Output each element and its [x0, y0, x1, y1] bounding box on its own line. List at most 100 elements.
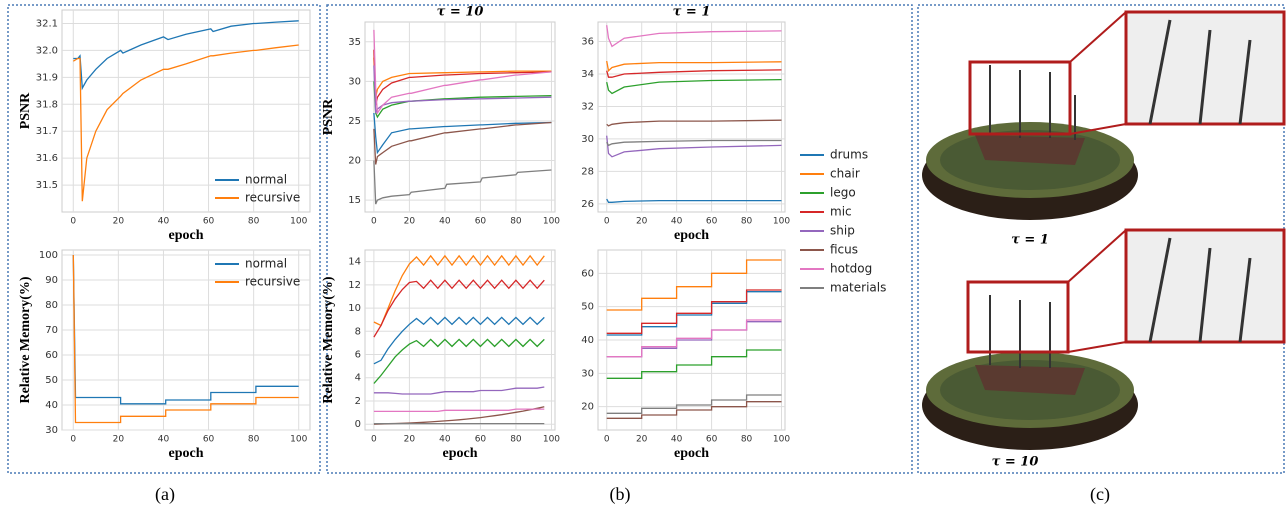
- x-tick-label: 80: [248, 217, 260, 227]
- y-tick-label: 60: [45, 350, 58, 361]
- y-tick-label: 31.7: [36, 126, 58, 137]
- series-line: [606, 289, 782, 334]
- legend-label: normal: [245, 257, 287, 271]
- y-tick-label: 90: [45, 275, 58, 286]
- legend-label: mic: [830, 205, 852, 219]
- series-line: [73, 20, 299, 91]
- series-line: [373, 386, 545, 395]
- y-tick-label: 15: [348, 195, 361, 206]
- chart-title: τ = 10: [437, 5, 484, 20]
- y-tick-label: 20: [348, 156, 361, 167]
- legend-label: materials: [830, 281, 886, 295]
- x-axis-label: epoch: [674, 228, 709, 243]
- y-tick-label: 31.8: [36, 99, 58, 110]
- legend-label: chair: [830, 167, 860, 181]
- y-tick-label: 31.6: [36, 153, 58, 164]
- x-tick-label: 80: [741, 435, 753, 445]
- panel-label: (b): [610, 484, 631, 505]
- legend-label: hotdog: [830, 262, 872, 276]
- y-tick-label: 50: [45, 375, 58, 386]
- y-tick-label: 8: [355, 326, 361, 337]
- image-caption: τ = 10: [992, 455, 1039, 470]
- plot-area: [364, 21, 556, 213]
- series-line: [72, 44, 299, 202]
- series-line: [606, 139, 782, 147]
- series-line: [373, 254, 545, 327]
- legend-label: recursive: [245, 275, 300, 289]
- x-tick-label: 60: [475, 435, 487, 445]
- x-tick-label: 100: [290, 435, 307, 445]
- panel-box: [7, 4, 321, 474]
- x-tick-label: 20: [113, 435, 125, 445]
- series-line: [373, 279, 545, 338]
- series-line: [606, 349, 782, 379]
- x-tick-label: 100: [773, 217, 790, 227]
- y-tick-label: 14: [348, 257, 361, 268]
- legend-label: ficus: [830, 243, 858, 257]
- y-tick-label: 20: [581, 402, 594, 413]
- series-line: [72, 254, 299, 405]
- x-tick-label: 100: [290, 217, 307, 227]
- series-line: [373, 160, 552, 205]
- y-tick-label: 30: [581, 368, 594, 379]
- series-line: [606, 401, 782, 419]
- series-line: [373, 408, 545, 413]
- y-tick-label: 28: [581, 166, 594, 177]
- x-tick-label: 0: [604, 435, 610, 445]
- x-tick-label: 0: [371, 217, 377, 227]
- x-tick-label: 80: [248, 435, 260, 445]
- x-axis-label: epoch: [169, 446, 204, 461]
- legend-label: ship: [830, 224, 855, 238]
- x-tick-label: 100: [773, 435, 790, 445]
- x-tick-label: 0: [70, 217, 76, 227]
- series-line: [373, 316, 545, 365]
- y-tick-label: 10: [348, 303, 361, 314]
- series-line: [606, 60, 782, 72]
- x-tick-label: 0: [371, 435, 377, 445]
- x-tick-label: 0: [604, 217, 610, 227]
- series-line: [72, 254, 299, 424]
- x-axis-label: epoch: [674, 446, 709, 461]
- series-line: [373, 112, 552, 155]
- y-tick-label: 31.9: [36, 72, 58, 83]
- series-line: [373, 29, 552, 115]
- ship-render: [922, 10, 1286, 220]
- x-tick-label: 80: [510, 435, 522, 445]
- legend-label: normal: [245, 173, 287, 187]
- y-tick-label: 25: [348, 116, 361, 127]
- series-line: [373, 65, 552, 114]
- series-line: [606, 119, 782, 127]
- x-tick-label: 0: [70, 435, 76, 445]
- x-tick-label: 60: [475, 217, 487, 227]
- x-tick-label: 40: [439, 217, 451, 227]
- y-tick-label: 35: [348, 37, 361, 48]
- ship-render: [922, 228, 1286, 450]
- chart-title: τ = 1: [673, 5, 711, 20]
- y-tick-label: 36: [581, 36, 594, 47]
- x-tick-label: 40: [439, 435, 451, 445]
- series-line: [606, 25, 782, 48]
- series-line: [606, 394, 782, 414]
- series-line: [373, 121, 552, 165]
- y-tick-label: 70: [45, 325, 58, 336]
- y-tick-label: 31.5: [36, 180, 58, 191]
- x-tick-label: 60: [203, 435, 215, 445]
- y-tick-label: 40: [581, 335, 594, 346]
- series-line: [606, 259, 782, 311]
- panel-box: [326, 4, 913, 474]
- legend-label: lego: [830, 186, 856, 200]
- x-tick-label: 60: [203, 217, 215, 227]
- x-tick-label: 40: [158, 435, 170, 445]
- y-tick-label: 6: [355, 350, 361, 361]
- series-line: [606, 319, 782, 358]
- x-tick-label: 40: [158, 217, 170, 227]
- y-axis-label: PSNR: [321, 98, 336, 135]
- y-tick-label: 32.1: [36, 18, 58, 29]
- legend-label: recursive: [245, 191, 300, 205]
- x-tick-label: 100: [543, 217, 560, 227]
- y-axis-label: Relative Memory(%): [18, 276, 33, 403]
- y-tick-label: 0: [355, 419, 361, 430]
- series-line: [373, 49, 552, 106]
- series-line: [373, 338, 545, 384]
- x-tick-label: 20: [636, 435, 648, 445]
